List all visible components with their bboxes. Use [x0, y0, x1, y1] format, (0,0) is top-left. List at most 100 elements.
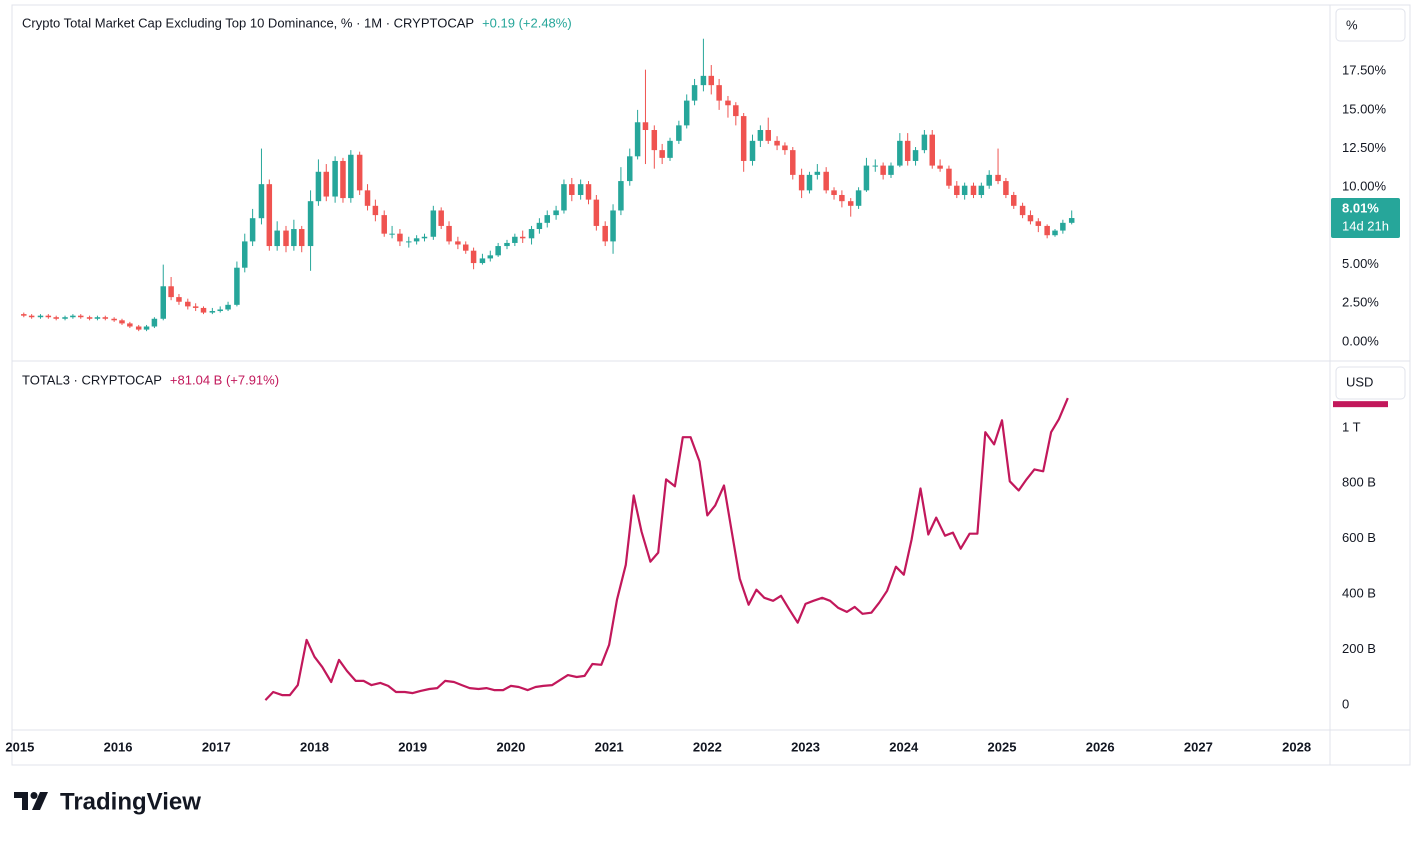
candle-body — [421, 236, 428, 239]
candle-body — [954, 185, 960, 195]
candle-body — [504, 242, 510, 247]
candle-body — [1003, 181, 1009, 195]
candle-body — [111, 318, 117, 321]
candle-body — [512, 236, 518, 243]
candle-body — [135, 326, 142, 330]
candle-body — [1035, 221, 1042, 226]
candle-body — [642, 122, 649, 131]
candle-body — [872, 165, 879, 167]
candle-body — [406, 241, 412, 243]
lower-pane — [264, 397, 1069, 701]
candle-body — [307, 201, 314, 247]
candle-body — [1044, 225, 1050, 236]
price-tag — [1333, 401, 1388, 408]
candle-body — [160, 286, 166, 319]
candle-body — [676, 125, 682, 141]
candle-body — [225, 304, 231, 310]
candle-body — [708, 75, 715, 86]
candle-body — [356, 154, 363, 191]
candle-body — [970, 185, 977, 195]
legend-change: +81.04 B (+7.91%) — [170, 372, 279, 387]
candle-body — [536, 222, 543, 230]
y-tick-label: 5.00% — [1342, 256, 1379, 271]
x-tick-label: 2025 — [988, 739, 1017, 754]
unit-button[interactable] — [1335, 8, 1406, 42]
candle-body — [249, 218, 256, 242]
x-tick-label: 2021 — [595, 739, 624, 754]
candle-body — [651, 130, 658, 151]
candle-body — [53, 317, 59, 319]
y-tick-label: 1 T — [1342, 419, 1361, 434]
candle-body — [904, 140, 911, 161]
candle-body — [291, 229, 297, 247]
candle-body — [364, 190, 371, 206]
candle-body — [961, 185, 968, 195]
candle-body — [798, 174, 805, 191]
candle-body — [519, 236, 526, 239]
candle-body — [446, 225, 452, 242]
price-tag — [1331, 198, 1400, 239]
candle-body — [814, 171, 821, 175]
candle-body — [37, 315, 44, 318]
candle-body — [700, 75, 707, 86]
unit-button[interactable] — [1335, 366, 1406, 400]
candle-body — [553, 210, 559, 216]
candle-body — [298, 229, 305, 247]
candle-body — [479, 258, 486, 264]
candle-body — [749, 140, 756, 161]
candle-body — [209, 311, 216, 313]
x-tick-label: 2022 — [693, 739, 722, 754]
candle-body — [618, 181, 624, 211]
candle-body — [45, 315, 52, 318]
y-tick-label: 10.00% — [1342, 179, 1387, 194]
candle-body — [151, 318, 158, 327]
y-tick-label: 0.00% — [1342, 333, 1379, 348]
candle-body — [986, 174, 992, 186]
candle-body — [683, 100, 690, 126]
x-tick-label: 2028 — [1282, 739, 1311, 754]
candle-body — [585, 184, 592, 200]
candle-body — [119, 320, 125, 324]
candle-body — [627, 156, 633, 182]
legend-title: TOTAL3 · CRYPTOCAP — [22, 372, 162, 387]
candle-body — [659, 150, 665, 158]
candle-body — [1027, 215, 1034, 222]
candle-body — [143, 326, 150, 330]
candle-body — [733, 105, 739, 117]
candle-body — [176, 297, 182, 302]
candle-body — [430, 210, 437, 237]
candle-body — [470, 250, 477, 264]
candle-body — [274, 230, 280, 247]
candle-body — [185, 301, 191, 307]
candle-body — [413, 238, 420, 242]
candle-body — [389, 233, 395, 235]
legend-change: +0.19 (+2.48%) — [482, 15, 572, 30]
candle-body — [495, 246, 501, 256]
candle-body — [847, 201, 854, 206]
candle-body — [912, 150, 919, 161]
unit-label[interactable]: USD — [1346, 374, 1373, 389]
unit-label[interactable]: % — [1346, 17, 1358, 32]
x-tick-label: 2024 — [889, 739, 919, 754]
candle-body — [782, 145, 788, 151]
candle-body — [455, 241, 461, 245]
candle-body — [487, 255, 494, 259]
candle-body — [242, 241, 248, 268]
candle-body — [897, 140, 903, 166]
candle-body — [340, 160, 346, 199]
candle-body — [234, 267, 240, 305]
candle-body — [855, 190, 862, 206]
candle-body — [774, 140, 780, 146]
candle-body — [569, 184, 575, 195]
candle-body — [200, 307, 207, 313]
candle-body — [1052, 230, 1058, 236]
candle-body — [192, 306, 199, 308]
candle-body — [381, 215, 387, 234]
upper-pane — [21, 38, 1075, 332]
candle-body — [102, 317, 109, 319]
candle-body — [217, 309, 223, 312]
candle-body — [266, 184, 273, 247]
candle-body — [839, 194, 845, 202]
candle-body — [1011, 194, 1017, 206]
